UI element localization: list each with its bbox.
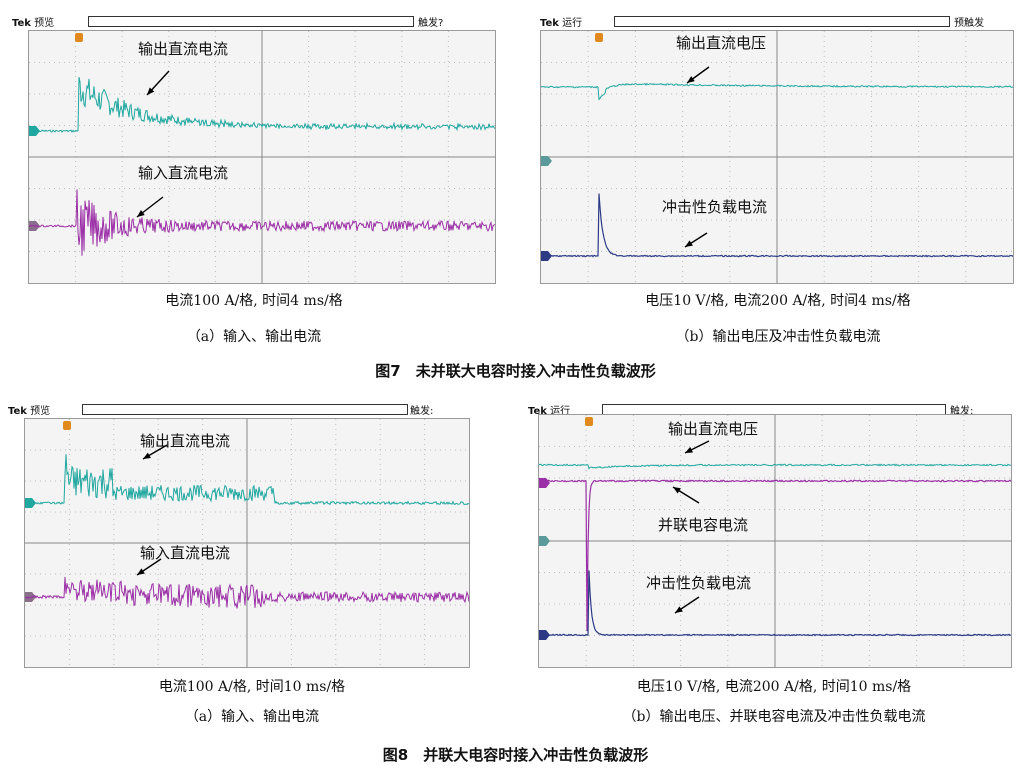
fig8b-scale-caption: 电压10 V/格, 电流200 A/格, 时间10 ms/格 [522, 676, 1026, 696]
fig7b-scope-screen [540, 30, 1014, 284]
label-output-dc-voltage: 输出直流电压 [668, 418, 758, 439]
figure7-title: 图7 未并联大电容时接入冲击性负载波形 [0, 360, 1031, 381]
record-bar [82, 404, 408, 415]
fig7b-waveform [541, 31, 1013, 283]
fig7a-waveform [29, 31, 495, 283]
trigger-label: 触发? [418, 14, 443, 29]
record-bar [614, 16, 950, 27]
channel-marker-icon [539, 478, 550, 488]
scope-brand: Tek [8, 406, 27, 417]
label-output-dc-current: 输出直流电流 [140, 430, 230, 451]
label-output-dc-current: 输出直流电流 [138, 38, 228, 59]
annotation-arrowhead [687, 76, 695, 83]
fig7a-scale-caption: 电流100 A/格, 时间4 ms/格 [6, 290, 502, 310]
fig8b-panel: Tek 运行 触发: 输出直流电压 并联电容电流 冲击性负载电流 电压10 V/… [522, 394, 1026, 734]
scope-mode: 预览 [34, 18, 54, 29]
fig7a-scope-screen [28, 30, 496, 284]
label-parallel-capacitor-current: 并联电容电流 [658, 514, 748, 535]
fig8b-subcaption: （b）输出电压、并联电容电流及冲击性负载电流 [522, 706, 1026, 726]
annotation-arrowhead [675, 606, 683, 613]
trigger-label: 触发: [410, 402, 433, 417]
label-output-dc-voltage: 输出直流电压 [676, 32, 766, 53]
annotation-arrowhead [137, 568, 145, 575]
fig8b-scope-screen [538, 414, 1012, 668]
label-input-dc-current: 输入直流电流 [140, 542, 230, 563]
label-input-dc-current: 输入直流电流 [138, 162, 228, 183]
record-bar [88, 16, 414, 27]
scope-brand: Tek [12, 18, 31, 29]
fig7b-subcaption: （b）输出电压及冲击性负载电流 [530, 326, 1026, 346]
scope-mode: 预览 [30, 406, 50, 417]
trigger-marker-icon [75, 33, 83, 42]
fig7b-scope-header: Tek 运行 [540, 14, 582, 29]
fig8a-scope-header: Tek 预览 [8, 402, 50, 417]
figure8-title: 图8 并联大电容时接入冲击性负载波形 [0, 744, 1031, 765]
label-impact-load-current: 冲击性负载电流 [662, 196, 767, 217]
fig8a-subcaption: （a）输入、输出电流 [4, 706, 500, 726]
fig8a-scope-screen [24, 418, 470, 668]
fig7a-scope-header: Tek 预览 [12, 14, 54, 29]
trigger-marker-icon [63, 421, 71, 430]
channel-marker-icon [539, 536, 550, 546]
label-impact-load-current: 冲击性负载电流 [646, 572, 751, 593]
trigger-label: 预触发 [954, 14, 984, 29]
fig7b-scale-caption: 电压10 V/格, 电流200 A/格, 时间4 ms/格 [530, 290, 1026, 310]
fig7b-panel: Tek 运行 预触发 输出直流电压 冲击性负载电流 电压10 V/格, 电流20… [530, 10, 1026, 350]
annotation-arrowhead [685, 240, 693, 247]
trigger-marker-icon [585, 417, 593, 426]
fig7a-panel: Tek 预览 触发? 输出直流电流 输入直流电流 电流100 A/格, 时间4 … [6, 10, 502, 350]
trigger-marker-icon [595, 33, 603, 42]
annotation-arrowhead [673, 487, 681, 494]
fig8b-waveform [539, 415, 1011, 667]
fig8a-waveform [25, 419, 469, 667]
scope-mode: 运行 [562, 18, 582, 29]
fig8a-scale-caption: 电流100 A/格, 时间10 ms/格 [4, 676, 500, 696]
fig8a-panel: Tek 预览 触发: 输出直流电流 输入直流电流 电流100 A/格, 时间10… [4, 394, 500, 734]
fig7a-subcaption: （a）输入、输出电流 [6, 326, 502, 346]
scope-brand: Tek [540, 18, 559, 29]
